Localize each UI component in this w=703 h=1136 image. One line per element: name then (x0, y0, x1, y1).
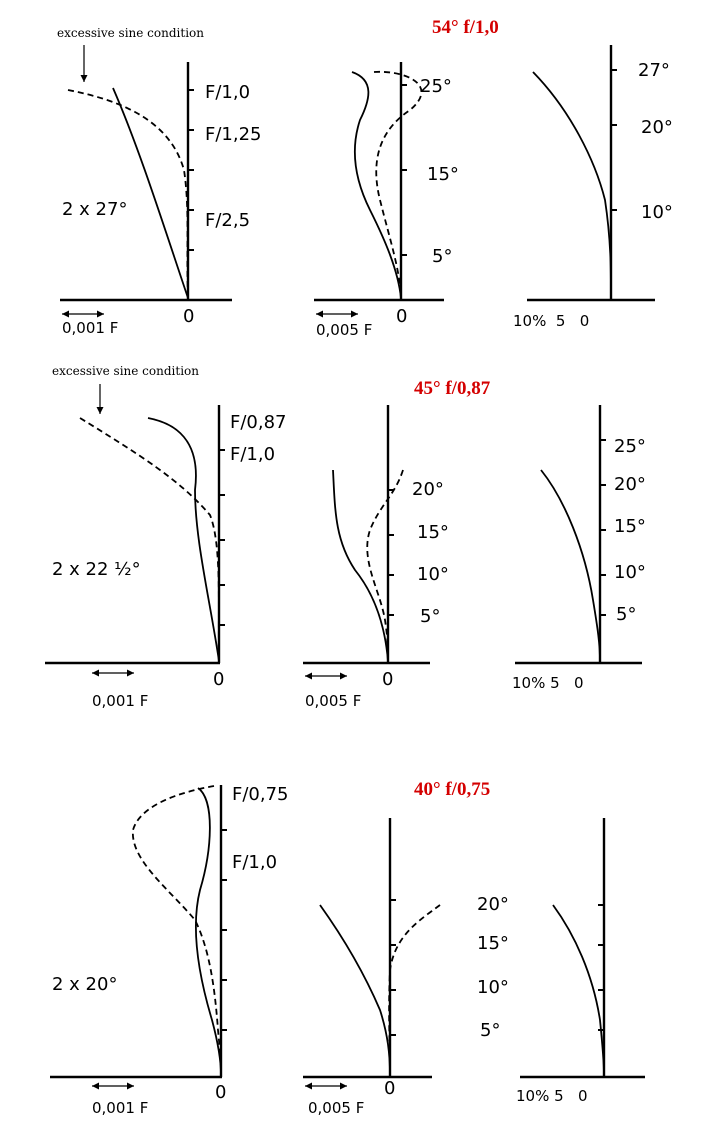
r2p1-right-label: F/0,87 (230, 412, 287, 433)
r1p1-series-dashed (67, 89, 189, 299)
r2p3-tick-label: 15° (614, 516, 646, 537)
r2p2-xlabel: 0,005 F (305, 692, 361, 710)
r3p3-tick-label: 10° (477, 977, 509, 998)
r1p1-series-solid (112, 87, 189, 299)
row2-title: 45° f/0,87 (414, 378, 491, 399)
r2p3-tick-label: 25° (614, 436, 646, 457)
r2p2-tick-label: 5° (420, 606, 440, 627)
r1p3-xlabel: 10% 5 0 (513, 312, 589, 330)
r3p1-xlabel: 0,001 F (92, 1099, 148, 1117)
row2-note: excessive sine condition (52, 364, 199, 378)
r2p2-series-dashed (366, 469, 404, 662)
r2p1-origin: 0 (213, 669, 224, 690)
r3p3-series-solid (552, 904, 605, 1076)
r3p1-series-solid (195, 787, 222, 1076)
r2p3-tick-label: 20° (614, 474, 646, 495)
r2p2-series-solid (332, 469, 389, 662)
r2p1-xlabel: 0,001 F (92, 692, 148, 710)
r1p1-xlabel: 0,001 F (62, 319, 118, 337)
r2p3-series-solid (540, 469, 601, 662)
r1p2-tick-label: 5° (432, 246, 452, 267)
r1p2-series-solid (351, 71, 402, 299)
r2p3-xlabel: 10% 5 0 (512, 674, 584, 692)
r2p2-origin: 0 (382, 669, 393, 690)
r1p2-xlabel: 0,005 F (316, 321, 372, 339)
r1p2-tick-label: 15° (427, 164, 459, 185)
r1p2-tick-label: 25° (420, 76, 452, 97)
r1p1-right-label: F/1,25 (205, 124, 262, 145)
r1p3-series-solid (532, 71, 612, 299)
r1p2-series-dashed (373, 70, 423, 299)
r3p1-origin: 0 (215, 1082, 226, 1103)
r3p1-right-label: F/0,75 (232, 784, 289, 805)
r2p1-label: 2 x 22 ½° (52, 559, 141, 580)
r2p2-tick-label: 10° (417, 564, 449, 585)
r3p1-right-label: F/1,0 (232, 852, 277, 873)
r3p2-series-solid (319, 904, 391, 1076)
r2p1-right-label: F/1,0 (230, 444, 275, 465)
r1p3-tick-label: 20° (641, 117, 673, 138)
r3p1-series-dashed (132, 785, 222, 1076)
r1p2-origin: 0 (396, 306, 407, 327)
r3p3-xlabel: 10% 5 0 (516, 1087, 588, 1105)
r1p1-origin: 0 (183, 306, 194, 327)
r1p3-tick-label: 27° (638, 60, 670, 81)
r3p3-tick-label: 5° (480, 1020, 500, 1041)
r1p3-tick-label: 10° (641, 202, 673, 223)
r3p2-series-dashed (388, 904, 441, 1076)
r2p1-series-solid (147, 417, 220, 662)
r3p1-label: 2 x 20° (52, 974, 117, 995)
row1-title: 54° f/1,0 (432, 17, 499, 38)
r2p2-tick-label: 20° (412, 479, 444, 500)
row3-title: 40° f/0,75 (414, 779, 490, 800)
r1p1-right-label: F/1,0 (205, 82, 250, 103)
r2p1-series-dashed (79, 417, 220, 662)
row1-note: excessive sine condition (57, 26, 204, 40)
r3p3-tick-label: 20° (477, 894, 509, 915)
r2p3-tick-label: 5° (616, 604, 636, 625)
r1p1-label: 2 x 27° (62, 199, 127, 220)
r3p2-origin: 0 (384, 1078, 395, 1099)
r3p2-xlabel: 0,005 F (308, 1099, 364, 1117)
r3p3-tick-label: 15° (477, 933, 509, 954)
r1p1-right-label: F/2,5 (205, 210, 250, 231)
r2p3-tick-label: 10° (614, 562, 646, 583)
r2p2-tick-label: 15° (417, 522, 449, 543)
